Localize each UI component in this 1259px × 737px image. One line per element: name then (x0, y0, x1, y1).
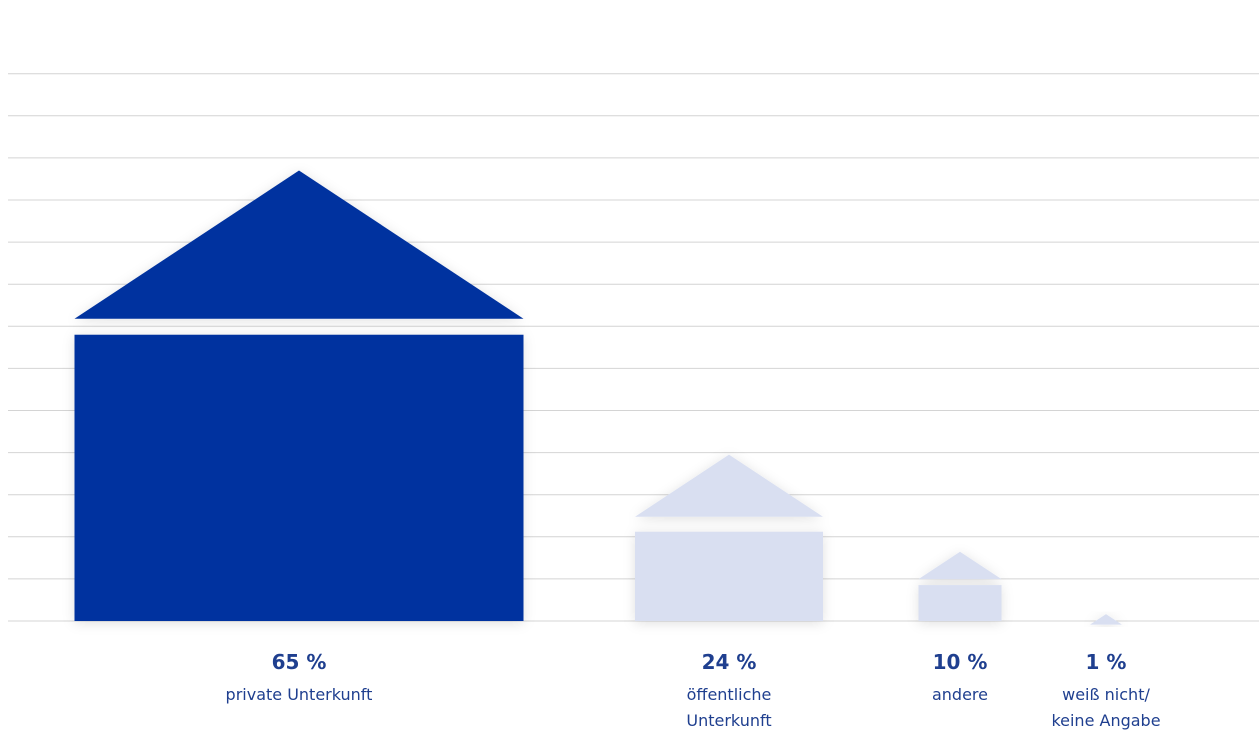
bar-1 (635, 454, 823, 621)
category-label: Unterkunft (686, 711, 771, 730)
bar-2 (918, 551, 1002, 621)
bar-3 (1090, 614, 1122, 625)
bar-roof (635, 454, 823, 517)
value-label: 1 % (1086, 650, 1127, 674)
bars (74, 170, 1122, 625)
category-label: öffentliche (687, 685, 772, 704)
bar-roof (1090, 614, 1122, 625)
bar-body (74, 334, 524, 621)
bar-roof (918, 551, 1002, 580)
bar-roof (74, 170, 524, 319)
value-label: 10 % (933, 650, 988, 674)
category-label: keine Angabe (1051, 711, 1160, 730)
category-label: andere (932, 685, 988, 704)
value-label: 24 % (702, 650, 757, 674)
bar-body (635, 531, 823, 621)
category-label: private Unterkunft (226, 685, 373, 704)
category-label: weiß nicht/ (1062, 685, 1150, 704)
bar-labels: 65 % private Unterkunft 24 % öffentliche Unt… (226, 650, 1161, 730)
bar-body (918, 585, 1002, 621)
value-label: 65 % (272, 650, 327, 674)
bar-0 (74, 170, 524, 621)
